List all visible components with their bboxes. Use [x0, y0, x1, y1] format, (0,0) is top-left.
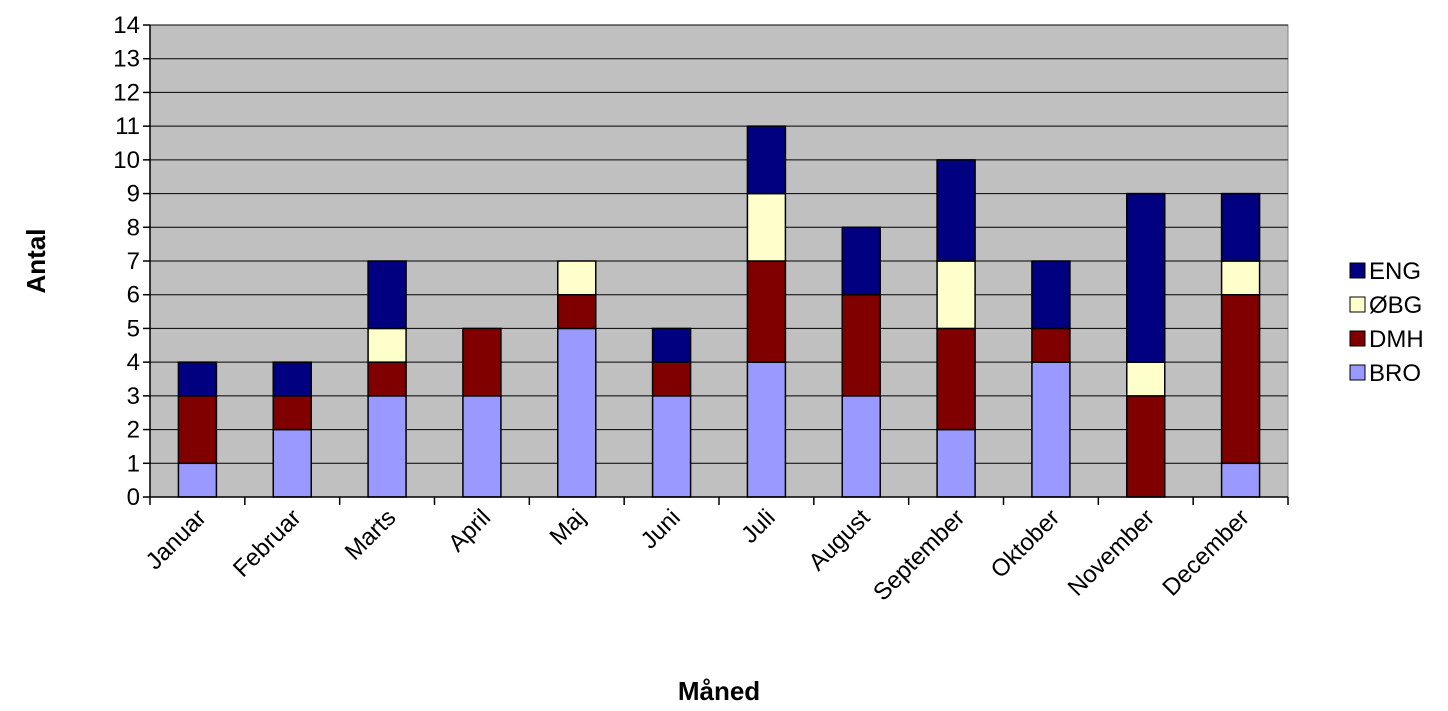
y-tick-label: 4: [127, 349, 140, 376]
x-ticks: Januar Februar Marts April Maj Juni Juli August…: [141, 497, 1289, 606]
x-tick-label: December: [1157, 504, 1254, 601]
y-tick-label: 14: [113, 12, 140, 39]
x-tick-label: April: [443, 504, 496, 557]
bar-segment-bro: [462, 395, 502, 498]
bar-segment-eng: [1220, 192, 1261, 262]
y-tick-label: 10: [113, 147, 140, 174]
bar-segment-eng: [936, 159, 976, 262]
bar-segment-øbg: [557, 260, 597, 296]
legend-swatch: [1349, 296, 1366, 313]
bar-segment-eng: [177, 361, 218, 397]
bar-segment-øbg: [367, 327, 407, 363]
bar-segment-øbg: [1220, 260, 1261, 296]
y-tick-label: 5: [127, 315, 140, 342]
bar-segment-dmh: [272, 395, 312, 431]
bars: [177, 125, 1261, 498]
x-tick-label: Juni: [636, 504, 686, 554]
bar-segment-bro: [177, 462, 218, 498]
bar-segment-dmh: [1031, 327, 1071, 363]
legend-swatch: [1349, 262, 1366, 279]
legend-label: ENG: [1369, 258, 1421, 285]
x-axis-title: Måned: [678, 676, 760, 706]
y-tick-label: 7: [127, 248, 140, 275]
bar-segment-bro: [557, 327, 597, 498]
bar-segment-dmh: [462, 327, 502, 397]
bar-segment-bro: [1031, 361, 1071, 498]
x-tick-label: Februar: [228, 504, 307, 583]
y-tick-label: 12: [113, 79, 140, 106]
x-tick-label: Oktober: [986, 504, 1065, 583]
bar-segment-bro: [651, 395, 692, 498]
bar-segment-bro: [272, 428, 312, 498]
legend-label: DMH: [1369, 326, 1424, 353]
bar-segment-dmh: [177, 395, 218, 465]
x-tick-label: Juli: [736, 504, 781, 549]
bar-segment-dmh: [936, 327, 976, 431]
bar-segment-bro: [367, 395, 407, 498]
x-tick-label: August: [804, 504, 876, 576]
x-tick-label: Januar: [141, 504, 212, 575]
bar-segment-øbg: [936, 260, 976, 330]
legend-swatch: [1349, 364, 1366, 381]
legend: ENG ØBG DMH BRO: [1349, 258, 1424, 387]
x-tick-label: Maj: [545, 504, 591, 550]
y-tick-label: 2: [127, 417, 140, 444]
bar-segment-bro: [1220, 462, 1261, 498]
y-tick-label: 0: [127, 484, 140, 511]
bar-segment-øbg: [746, 192, 787, 262]
legend-label: BRO: [1369, 360, 1421, 387]
bar-segment-dmh: [557, 293, 597, 330]
bar-segment-bro: [746, 361, 787, 498]
bar-segment-eng: [1126, 192, 1166, 363]
bar-segment-dmh: [651, 361, 692, 397]
y-tick-label: 9: [127, 181, 140, 208]
bar-segment-eng: [651, 327, 692, 363]
y-tick-label: 11: [115, 113, 140, 140]
bar-segment-dmh: [367, 361, 407, 397]
legend-label: ØBG: [1369, 292, 1422, 319]
bar-segment-dmh: [1220, 293, 1261, 465]
bar-segment-eng: [367, 260, 407, 330]
y-tick-label: 1: [127, 450, 140, 477]
legend-swatch: [1349, 330, 1366, 347]
x-tick-label: September: [868, 504, 970, 606]
x-tick-label: Marts: [340, 504, 402, 566]
y-tick-label: 6: [127, 282, 140, 309]
bar-segment-bro: [841, 395, 881, 498]
y-tick-label: 13: [113, 46, 140, 73]
bar-segment-eng: [272, 361, 312, 397]
gridlines: [150, 24, 1288, 464]
bar-segment-øbg: [1126, 361, 1166, 397]
y-axis-title: Antal: [21, 229, 51, 294]
y-tick-label: 3: [127, 383, 140, 410]
bar-segment-eng: [746, 125, 787, 195]
bar-segment-eng: [1031, 260, 1071, 330]
bar-segment-bro: [936, 428, 976, 498]
bar-segment-eng: [841, 226, 881, 296]
x-tick-label: November: [1063, 504, 1160, 601]
bar-segment-dmh: [841, 293, 881, 397]
bar-segment-dmh: [746, 260, 787, 363]
bar-segment-dmh: [1126, 395, 1166, 498]
y-tick-label: 8: [127, 214, 140, 241]
